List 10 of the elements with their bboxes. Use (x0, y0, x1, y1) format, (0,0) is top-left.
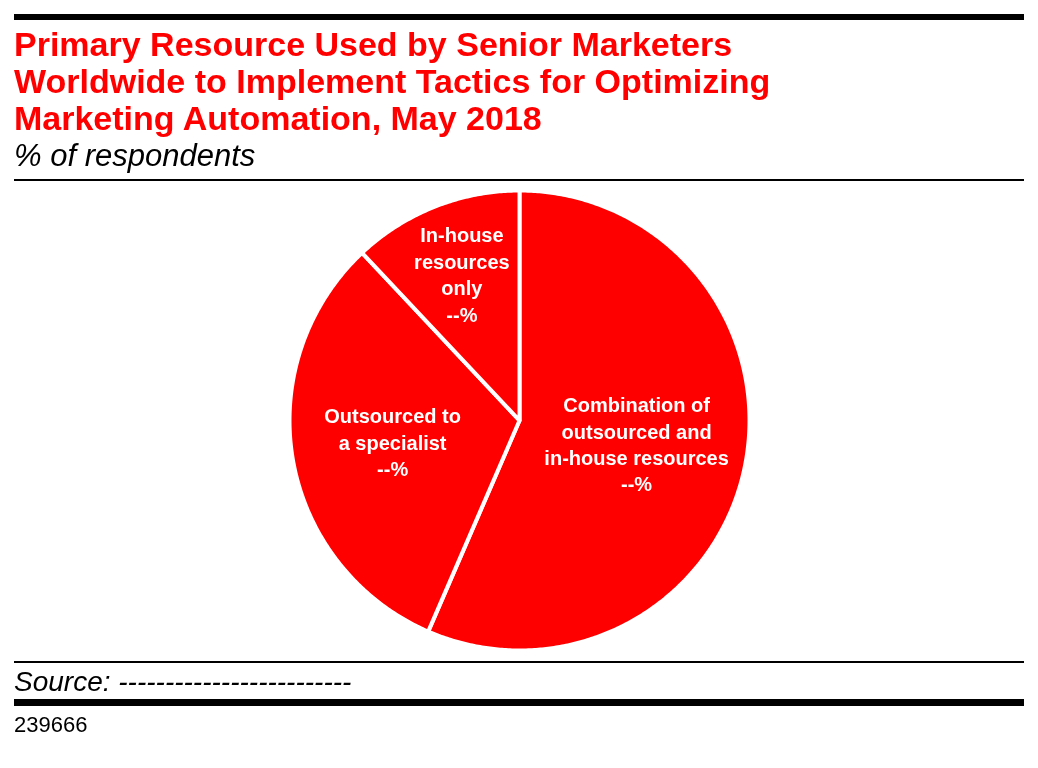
text: 239666 (14, 712, 88, 738)
slice-label: Combination of outsourced and in-house resources (544, 394, 729, 469)
chart-subtitle: % of respondents (14, 137, 256, 175)
data-label: --% (446, 303, 478, 326)
data-label: --% (377, 458, 409, 481)
data-label: --% (621, 473, 653, 496)
chart-title: Primary Resource Used by Senior Marketers Worldwide to Implement Tactics for Optimizing Marketing Automation, May 2018 (14, 25, 772, 137)
slice-label: In-house resources only (414, 224, 510, 300)
source-note: Source: ------------------------- (14, 665, 352, 699)
slice-label: Outsourced to a specialist (324, 405, 461, 454)
